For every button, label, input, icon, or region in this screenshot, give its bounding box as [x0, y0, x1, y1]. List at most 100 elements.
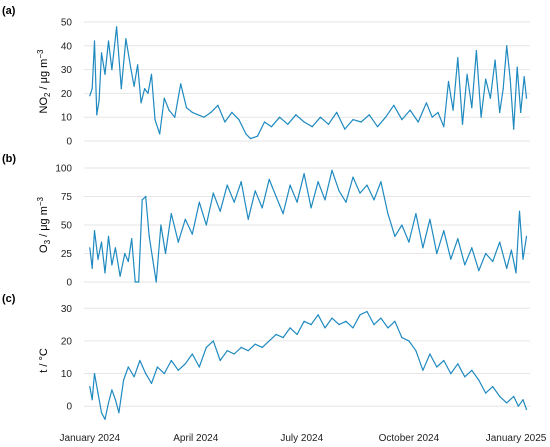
- y-tick-label: 25: [61, 249, 73, 260]
- data-point: [517, 405, 520, 407]
- x-axis: January 2024 April 2024 July 2024 October 2…: [60, 433, 547, 444]
- data-point: [91, 267, 93, 269]
- data-point: [457, 363, 459, 365]
- x-tick-label: January 2024: [60, 433, 121, 444]
- data-point: [296, 333, 298, 335]
- data-point: [198, 366, 200, 368]
- data-point: [93, 230, 96, 232]
- data-point: [331, 169, 333, 171]
- data-point: [478, 270, 480, 272]
- data-point: [452, 109, 454, 111]
- data-point: [238, 119, 240, 121]
- data-point: [256, 135, 259, 137]
- data-point: [296, 201, 298, 203]
- data-point: [123, 379, 125, 381]
- y-tick-label: 30: [61, 65, 73, 76]
- data-point: [415, 213, 417, 215]
- data-point: [130, 66, 132, 68]
- data-point: [205, 346, 207, 348]
- data-point: [515, 272, 517, 274]
- data-point: [140, 102, 142, 104]
- y-tick-label: 10: [61, 369, 73, 380]
- data-point: [163, 97, 165, 99]
- data-point: [336, 111, 338, 113]
- data-point: [91, 399, 93, 401]
- data-point: [317, 181, 319, 183]
- data-point: [240, 346, 242, 348]
- data-point: [184, 218, 186, 220]
- x-tick-label: October 2024: [379, 433, 440, 444]
- data-point: [111, 389, 113, 391]
- data-point: [310, 207, 312, 209]
- data-point: [417, 121, 419, 123]
- data-point: [359, 314, 361, 316]
- data-point: [114, 247, 116, 249]
- data-point: [231, 111, 233, 113]
- data-point: [387, 213, 389, 215]
- data-point: [89, 386, 91, 388]
- data-point: [168, 109, 170, 111]
- data-point: [492, 260, 494, 263]
- data-point: [393, 104, 395, 106]
- y-axis-label-unit: / μg m: [38, 59, 50, 93]
- data-point: [247, 350, 249, 352]
- data-point: [118, 412, 120, 414]
- data-point: [212, 340, 214, 342]
- data-point: [254, 343, 256, 345]
- data-point: [366, 310, 368, 313]
- data-point: [401, 224, 403, 226]
- data-point: [461, 123, 464, 125]
- data-point: [327, 123, 330, 125]
- data-point: [145, 373, 147, 375]
- data-point: [233, 353, 235, 355]
- data-point: [373, 324, 375, 326]
- data-point: [131, 238, 133, 240]
- data-point: [148, 235, 150, 237]
- data-point: [368, 114, 370, 116]
- data-point: [160, 224, 162, 226]
- data-point: [522, 258, 524, 260]
- data-point: [191, 233, 193, 235]
- data-point: [345, 320, 347, 322]
- y-axis-label: NO2 / μg m−3: [36, 49, 52, 113]
- data-point: [287, 123, 289, 125]
- data-point: [156, 366, 158, 368]
- y-tick-label: 40: [61, 41, 73, 52]
- data-point: [376, 126, 379, 128]
- data-point: [289, 327, 291, 329]
- data-point: [247, 218, 249, 220]
- data-point: [394, 235, 396, 237]
- data-point: [205, 224, 207, 226]
- series-line: [89, 169, 528, 283]
- data-point: [107, 40, 110, 42]
- data-point: [289, 184, 291, 186]
- data-point: [226, 184, 228, 186]
- data-point: [394, 320, 396, 322]
- panel-label: (b): [2, 153, 16, 165]
- data-point: [111, 69, 113, 71]
- data-point: [499, 241, 501, 243]
- data-point: [100, 52, 103, 54]
- data-point: [89, 247, 91, 249]
- data-point: [380, 181, 382, 183]
- data-point: [525, 408, 528, 411]
- data-point: [525, 97, 528, 99]
- data-point: [191, 353, 193, 355]
- data-point: [233, 201, 235, 203]
- data-point: [217, 104, 219, 106]
- data-point: [401, 337, 403, 339]
- data-point: [437, 111, 439, 113]
- y-axis-label: t / °C: [38, 348, 50, 373]
- data-point: [261, 346, 263, 348]
- panel-label: (c): [2, 293, 16, 305]
- data-point: [422, 247, 424, 249]
- data-point: [471, 107, 473, 109]
- data-point: [198, 201, 200, 203]
- data-point: [170, 213, 172, 215]
- data-point: [180, 83, 182, 85]
- data-point: [270, 126, 273, 128]
- data-point: [185, 107, 188, 109]
- data-point: [380, 317, 382, 319]
- data-point: [443, 230, 445, 232]
- data-point: [240, 181, 242, 183]
